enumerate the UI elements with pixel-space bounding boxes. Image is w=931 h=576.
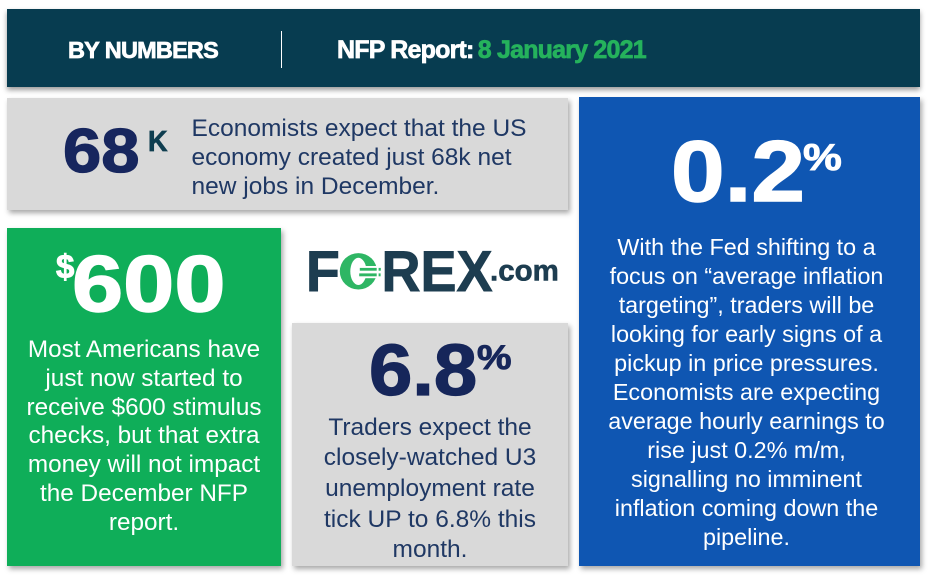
svg-text:F: F xyxy=(307,245,340,303)
svg-text:.com: .com xyxy=(490,255,559,288)
svg-text:REX: REX xyxy=(382,245,493,303)
